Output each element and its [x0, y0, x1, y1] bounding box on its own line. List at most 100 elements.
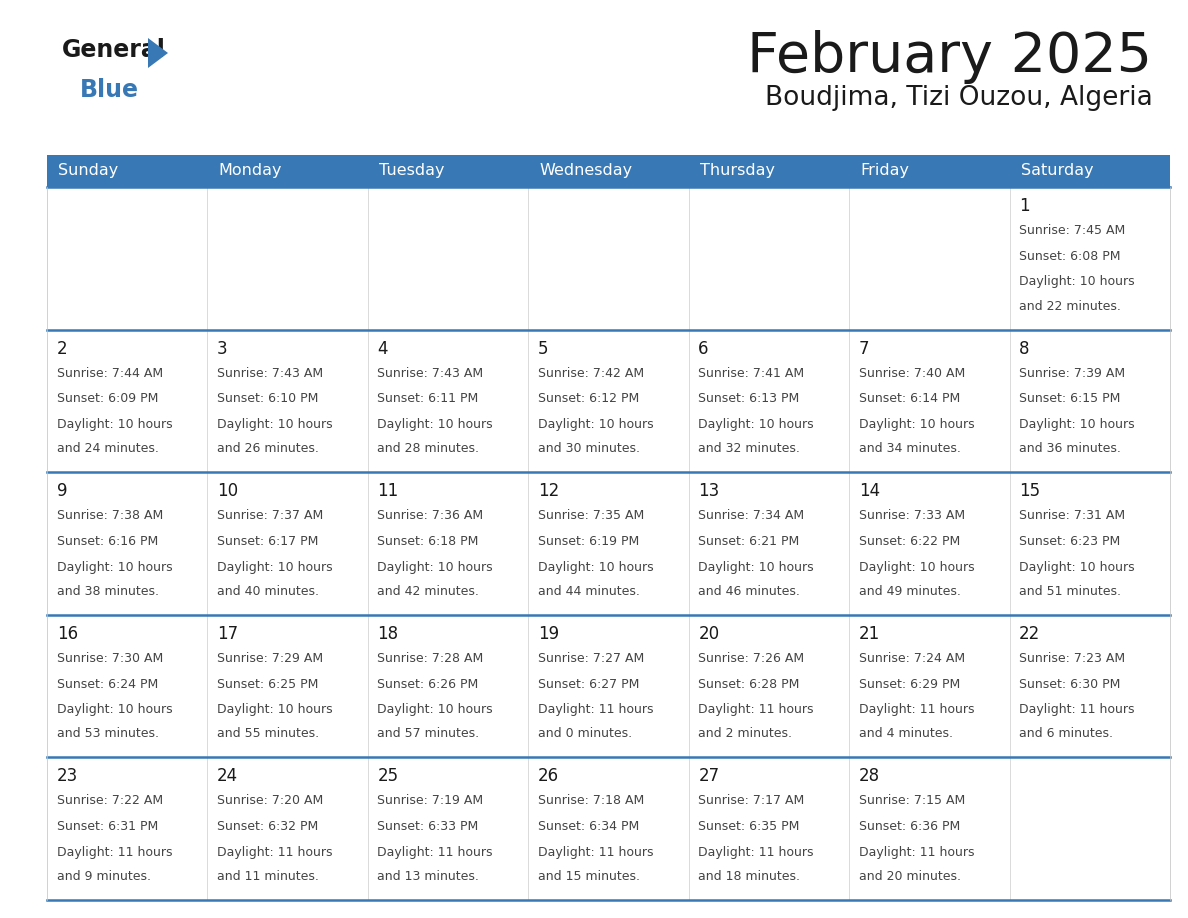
Text: Sunset: 6:24 PM: Sunset: 6:24 PM: [57, 677, 158, 690]
Text: Sunrise: 7:28 AM: Sunrise: 7:28 AM: [378, 652, 484, 665]
Bar: [208, 757, 368, 900]
Text: Daylight: 11 hours: Daylight: 11 hours: [699, 703, 814, 716]
Text: 21: 21: [859, 625, 880, 643]
Text: Sunset: 6:12 PM: Sunset: 6:12 PM: [538, 392, 639, 406]
Text: Daylight: 10 hours: Daylight: 10 hours: [378, 418, 493, 431]
Text: Sunrise: 7:34 AM: Sunrise: 7:34 AM: [699, 509, 804, 522]
Polygon shape: [148, 38, 168, 68]
Bar: [48, 472, 208, 615]
Text: Thursday: Thursday: [700, 163, 775, 178]
Text: 22: 22: [1019, 625, 1041, 643]
Text: 16: 16: [57, 625, 77, 643]
Text: and 6 minutes.: and 6 minutes.: [1019, 727, 1113, 741]
Text: 25: 25: [378, 767, 399, 786]
Text: 6: 6: [699, 340, 709, 358]
Text: Sunset: 6:08 PM: Sunset: 6:08 PM: [1019, 250, 1120, 263]
Text: and 18 minutes.: and 18 minutes.: [699, 870, 801, 883]
Bar: [208, 472, 368, 615]
Text: 17: 17: [217, 625, 238, 643]
Text: Sunset: 6:09 PM: Sunset: 6:09 PM: [57, 392, 158, 406]
Bar: [368, 330, 529, 472]
Text: Sunrise: 7:45 AM: Sunrise: 7:45 AM: [1019, 224, 1125, 237]
Text: 23: 23: [57, 767, 78, 786]
Text: 10: 10: [217, 482, 238, 500]
Text: and 42 minutes.: and 42 minutes.: [378, 585, 479, 598]
Text: 18: 18: [378, 625, 399, 643]
Bar: [48, 757, 208, 900]
Bar: [48, 155, 208, 187]
Text: and 32 minutes.: and 32 minutes.: [699, 442, 801, 455]
Bar: [368, 757, 529, 900]
Text: Daylight: 11 hours: Daylight: 11 hours: [217, 845, 333, 859]
Bar: [529, 330, 689, 472]
Text: Daylight: 10 hours: Daylight: 10 hours: [538, 561, 653, 574]
Text: and 2 minutes.: and 2 minutes.: [699, 727, 792, 741]
Text: Daylight: 10 hours: Daylight: 10 hours: [378, 561, 493, 574]
Text: and 13 minutes.: and 13 minutes.: [378, 870, 479, 883]
Text: Sunrise: 7:29 AM: Sunrise: 7:29 AM: [217, 652, 323, 665]
Text: Sunrise: 7:37 AM: Sunrise: 7:37 AM: [217, 509, 323, 522]
Text: Daylight: 11 hours: Daylight: 11 hours: [859, 703, 974, 716]
Text: Sunset: 6:30 PM: Sunset: 6:30 PM: [1019, 677, 1120, 690]
Text: 19: 19: [538, 625, 560, 643]
Text: 13: 13: [699, 482, 720, 500]
Text: 20: 20: [699, 625, 720, 643]
Text: Daylight: 10 hours: Daylight: 10 hours: [1019, 561, 1135, 574]
Text: Daylight: 11 hours: Daylight: 11 hours: [378, 845, 493, 859]
Bar: [849, 330, 1010, 472]
Bar: [208, 330, 368, 472]
Bar: [849, 187, 1010, 330]
Text: and 22 minutes.: and 22 minutes.: [1019, 299, 1121, 313]
Text: and 4 minutes.: and 4 minutes.: [859, 727, 953, 741]
Text: Daylight: 10 hours: Daylight: 10 hours: [378, 703, 493, 716]
Text: and 20 minutes.: and 20 minutes.: [859, 870, 961, 883]
Text: Sunrise: 7:35 AM: Sunrise: 7:35 AM: [538, 509, 644, 522]
Text: Daylight: 10 hours: Daylight: 10 hours: [57, 561, 172, 574]
Text: and 51 minutes.: and 51 minutes.: [1019, 585, 1121, 598]
Text: and 34 minutes.: and 34 minutes.: [859, 442, 961, 455]
Bar: [368, 155, 529, 187]
Text: Daylight: 11 hours: Daylight: 11 hours: [859, 845, 974, 859]
Text: Friday: Friday: [860, 163, 909, 178]
Text: Sunset: 6:15 PM: Sunset: 6:15 PM: [1019, 392, 1120, 406]
Text: and 24 minutes.: and 24 minutes.: [57, 442, 158, 455]
Bar: [529, 187, 689, 330]
Text: Sunset: 6:25 PM: Sunset: 6:25 PM: [217, 677, 318, 690]
Bar: [689, 472, 849, 615]
Text: and 0 minutes.: and 0 minutes.: [538, 727, 632, 741]
Text: Daylight: 10 hours: Daylight: 10 hours: [1019, 418, 1135, 431]
Text: 9: 9: [57, 482, 68, 500]
Text: Sunset: 6:13 PM: Sunset: 6:13 PM: [699, 392, 800, 406]
Text: Sunrise: 7:18 AM: Sunrise: 7:18 AM: [538, 794, 644, 808]
Text: Daylight: 10 hours: Daylight: 10 hours: [859, 418, 974, 431]
Text: 11: 11: [378, 482, 399, 500]
Bar: [368, 615, 529, 757]
Text: Sunset: 6:17 PM: Sunset: 6:17 PM: [217, 535, 318, 548]
Text: 14: 14: [859, 482, 880, 500]
Text: Sunrise: 7:43 AM: Sunrise: 7:43 AM: [217, 366, 323, 380]
Text: Sunset: 6:31 PM: Sunset: 6:31 PM: [57, 820, 158, 834]
Text: Sunrise: 7:39 AM: Sunrise: 7:39 AM: [1019, 366, 1125, 380]
Bar: [529, 155, 689, 187]
Text: Daylight: 10 hours: Daylight: 10 hours: [859, 561, 974, 574]
Text: Saturday: Saturday: [1020, 163, 1093, 178]
Text: Sunrise: 7:40 AM: Sunrise: 7:40 AM: [859, 366, 965, 380]
Text: Wednesday: Wednesday: [539, 163, 633, 178]
Text: and 55 minutes.: and 55 minutes.: [217, 727, 320, 741]
Text: 4: 4: [378, 340, 388, 358]
Text: Sunset: 6:10 PM: Sunset: 6:10 PM: [217, 392, 318, 406]
Text: and 40 minutes.: and 40 minutes.: [217, 585, 320, 598]
Text: and 15 minutes.: and 15 minutes.: [538, 870, 640, 883]
Text: February 2025: February 2025: [747, 30, 1152, 84]
Text: Sunrise: 7:43 AM: Sunrise: 7:43 AM: [378, 366, 484, 380]
Text: Sunset: 6:11 PM: Sunset: 6:11 PM: [378, 392, 479, 406]
Text: Daylight: 10 hours: Daylight: 10 hours: [57, 703, 172, 716]
Text: Sunrise: 7:36 AM: Sunrise: 7:36 AM: [378, 509, 484, 522]
Text: Sunrise: 7:24 AM: Sunrise: 7:24 AM: [859, 652, 965, 665]
Text: Sunset: 6:32 PM: Sunset: 6:32 PM: [217, 820, 318, 834]
Text: Sunrise: 7:33 AM: Sunrise: 7:33 AM: [859, 509, 965, 522]
Text: Sunset: 6:14 PM: Sunset: 6:14 PM: [859, 392, 960, 406]
Text: Sunset: 6:18 PM: Sunset: 6:18 PM: [378, 535, 479, 548]
Bar: [1010, 472, 1170, 615]
Text: Sunrise: 7:44 AM: Sunrise: 7:44 AM: [57, 366, 163, 380]
